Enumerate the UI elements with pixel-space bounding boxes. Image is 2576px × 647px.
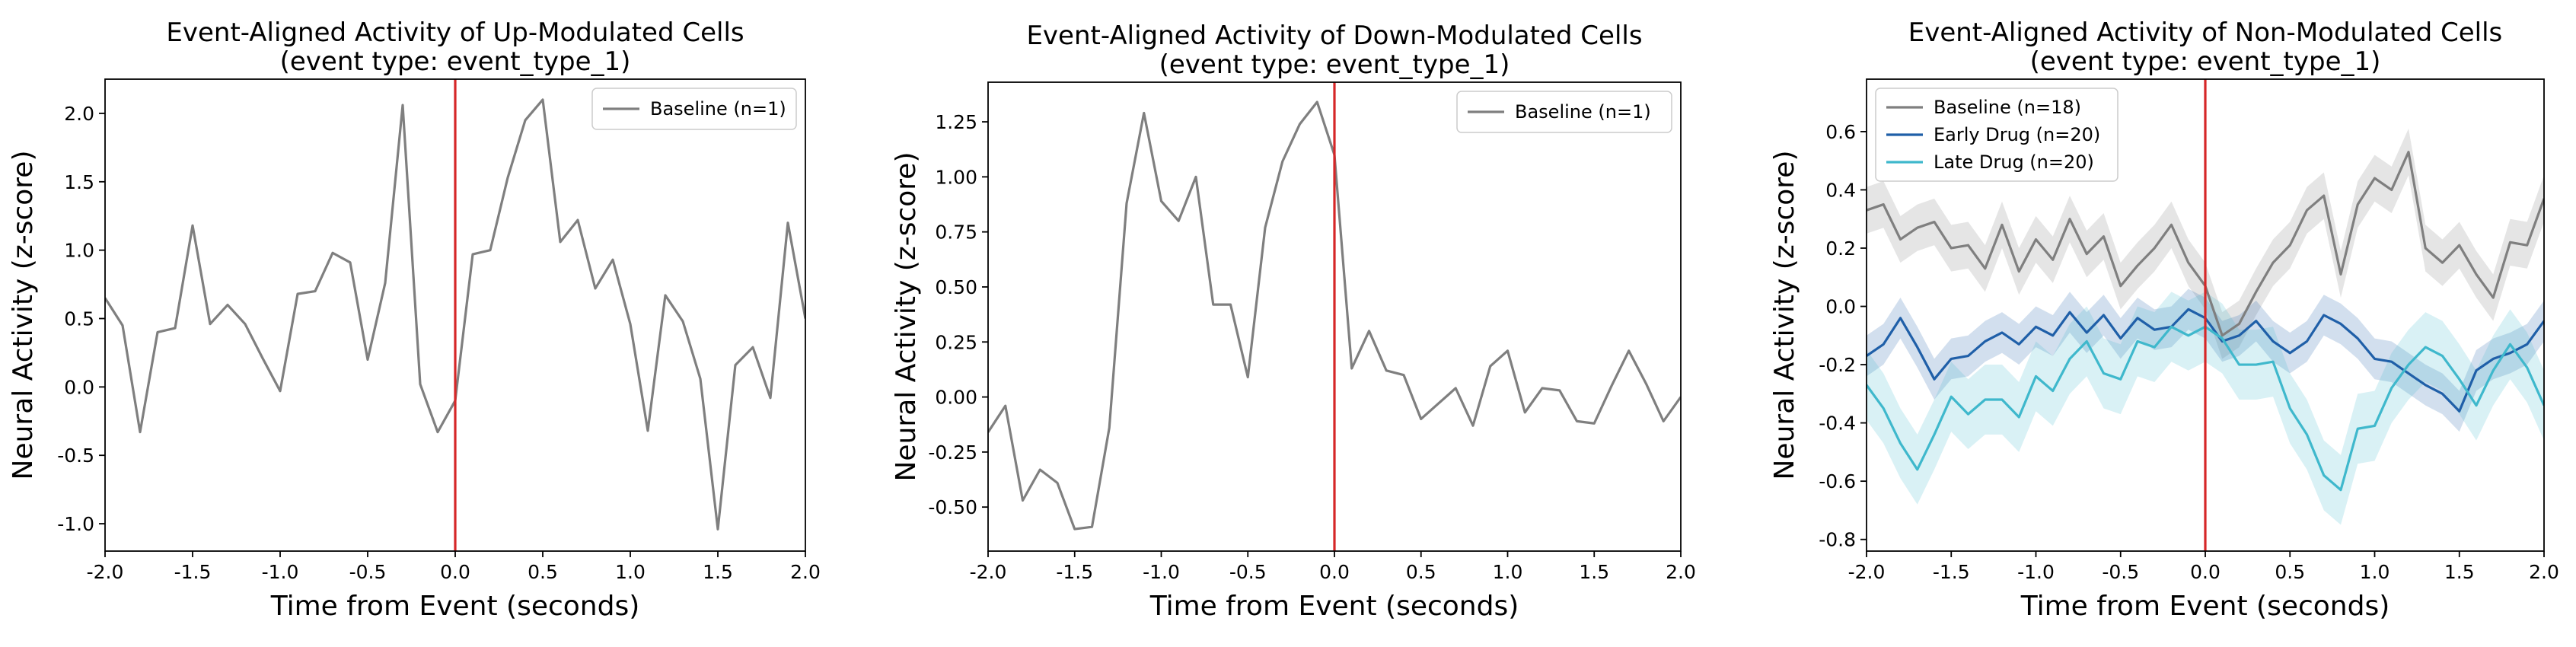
x-tick-label: -2.0 bbox=[1848, 561, 1886, 583]
chart-panel-1: -2.0 -1.5 -1.0 -0.5 0.0 0.5 1.0 1.5 2.0 -1.0 -0.5 0… bbox=[8, 18, 821, 622]
legend-item: Baseline (n=1) bbox=[1468, 101, 1651, 123]
x-tick-label: 1.0 bbox=[1493, 561, 1523, 583]
legend-label: Baseline (n=1) bbox=[1515, 101, 1651, 123]
y-tick-label: 0.0 bbox=[1825, 296, 1856, 318]
legend: Baseline (n=1) bbox=[1456, 91, 1672, 133]
y-tick-label: 2.0 bbox=[64, 103, 94, 125]
x-tick-label: 2.0 bbox=[2529, 561, 2559, 583]
x-tick-label: 1.5 bbox=[2444, 561, 2475, 583]
y-axis-label: Neural Activity (z-score) bbox=[891, 152, 922, 482]
y-tick-label: 0.0 bbox=[64, 376, 94, 398]
x-tick-label: -1.0 bbox=[2017, 561, 2055, 583]
legend-label: Baseline (n=18) bbox=[1934, 97, 2081, 118]
y-tick-label: 0.00 bbox=[935, 387, 977, 409]
y-tick-label: -1.0 bbox=[57, 513, 94, 535]
x-tick-label: 1.5 bbox=[1579, 561, 1609, 583]
x-tick-label: -1.5 bbox=[1056, 561, 1093, 583]
x-tick-label: -1.5 bbox=[1933, 561, 1970, 583]
y-tick-label: 0.50 bbox=[935, 276, 977, 298]
y-tick-label: 1.00 bbox=[935, 166, 977, 188]
legend-item: Late Drug (n=20) bbox=[1886, 151, 2094, 173]
confidence-band-1 bbox=[1867, 129, 2544, 359]
legend-item: Baseline (n=18) bbox=[1886, 97, 2081, 118]
y-tick-label: -0.5 bbox=[57, 445, 94, 467]
x-tick-label: -0.5 bbox=[2102, 561, 2139, 583]
y-tick-label: 0.6 bbox=[1825, 121, 1856, 143]
x-tick-label: -0.5 bbox=[1229, 561, 1267, 583]
y-axis-label: Neural Activity (z-score) bbox=[1769, 151, 1800, 480]
x-axis-label: Time from Event (seconds) bbox=[2020, 591, 2390, 622]
y-tick-label: -0.25 bbox=[928, 441, 977, 464]
y-tick-label: 1.5 bbox=[64, 171, 94, 193]
x-tick-label: -1.0 bbox=[262, 561, 299, 583]
legend-box bbox=[1456, 91, 1672, 133]
y-tick-label: -0.6 bbox=[1819, 470, 1856, 492]
x-tick-label: -1.5 bbox=[174, 561, 212, 583]
y-tick-label: 0.5 bbox=[64, 308, 94, 330]
x-tick-label: 0.0 bbox=[440, 561, 470, 583]
x-tick-label: 2.0 bbox=[790, 561, 821, 583]
y-tick-label: 0.25 bbox=[935, 331, 977, 353]
y-tick-label: 1.0 bbox=[64, 240, 94, 262]
x-tick-label: -2.0 bbox=[87, 561, 124, 583]
legend-box bbox=[591, 88, 797, 130]
x-axis-label: Time from Event (seconds) bbox=[1149, 591, 1519, 622]
legend-item: Early Drug (n=20) bbox=[1886, 124, 2100, 145]
confidence-band-2 bbox=[1867, 288, 2544, 432]
chart-panel-2: -2.0 -1.5 -1.0 -0.5 0.0 0.5 1.0 1.5 2.0 -0.50 -0.2… bbox=[891, 21, 1696, 622]
x-tick-label: 0.0 bbox=[2190, 561, 2221, 583]
chart-subtitle: (event type: event_type_1) bbox=[2030, 46, 2381, 77]
chart-subtitle: (event type: event_type_1) bbox=[280, 46, 631, 77]
y-tick-label: 0.4 bbox=[1825, 179, 1856, 201]
confidence-band-3 bbox=[1867, 292, 2544, 525]
y-tick-label: 0.2 bbox=[1825, 237, 1856, 260]
y-tick-label: -0.8 bbox=[1819, 529, 1856, 551]
x-tick-label: 0.0 bbox=[1319, 561, 1350, 583]
y-tick-label: 0.75 bbox=[935, 222, 977, 244]
legend-label: Late Drug (n=20) bbox=[1934, 151, 2094, 173]
x-tick-label: 0.5 bbox=[2275, 561, 2305, 583]
x-tick-label: 0.5 bbox=[528, 561, 558, 583]
chart-title: Event-Aligned Activity of Non-Modulated … bbox=[1908, 18, 2503, 48]
y-axis-label: Neural Activity (z-score) bbox=[8, 151, 39, 480]
x-tick-label: -1.0 bbox=[1143, 561, 1180, 583]
chart-title: Event-Aligned Activity of Down-Modulated… bbox=[1026, 21, 1642, 51]
y-tick-label: -0.50 bbox=[928, 496, 977, 518]
x-tick-label: 1.0 bbox=[2360, 561, 2390, 583]
chart-panel-3: -2.0 -1.5 -1.0 -0.5 0.0 0.5 1.0 1.5 2.0 -0.8 -0.6 -… bbox=[1769, 18, 2559, 622]
x-tick-label: 0.5 bbox=[1406, 561, 1436, 583]
legend-item: Baseline (n=1) bbox=[603, 98, 786, 120]
y-tick-label: -0.2 bbox=[1819, 354, 1856, 376]
x-tick-label: 2.0 bbox=[1666, 561, 1696, 583]
y-tick-label: -0.4 bbox=[1819, 413, 1856, 435]
x-axis-label: Time from Event (seconds) bbox=[270, 591, 640, 622]
legend: Baseline (n=18) Early Drug (n=20) Late Dru… bbox=[1875, 88, 2119, 182]
x-tick-label: 1.5 bbox=[703, 561, 733, 583]
chart-subtitle: (event type: event_type_1) bbox=[1159, 49, 1510, 80]
legend-label: Baseline (n=1) bbox=[650, 98, 786, 120]
x-tick-label: 1.0 bbox=[615, 561, 646, 583]
y-tick-label: 1.25 bbox=[935, 111, 977, 133]
legend-box bbox=[1875, 88, 2119, 182]
legend: Baseline (n=1) bbox=[591, 88, 797, 130]
chart-title: Event-Aligned Activity of Up-Modulated C… bbox=[166, 18, 744, 48]
x-tick-label: -0.5 bbox=[349, 561, 387, 583]
x-tick-label: -2.0 bbox=[970, 561, 1007, 583]
legend-label: Early Drug (n=20) bbox=[1934, 124, 2100, 145]
